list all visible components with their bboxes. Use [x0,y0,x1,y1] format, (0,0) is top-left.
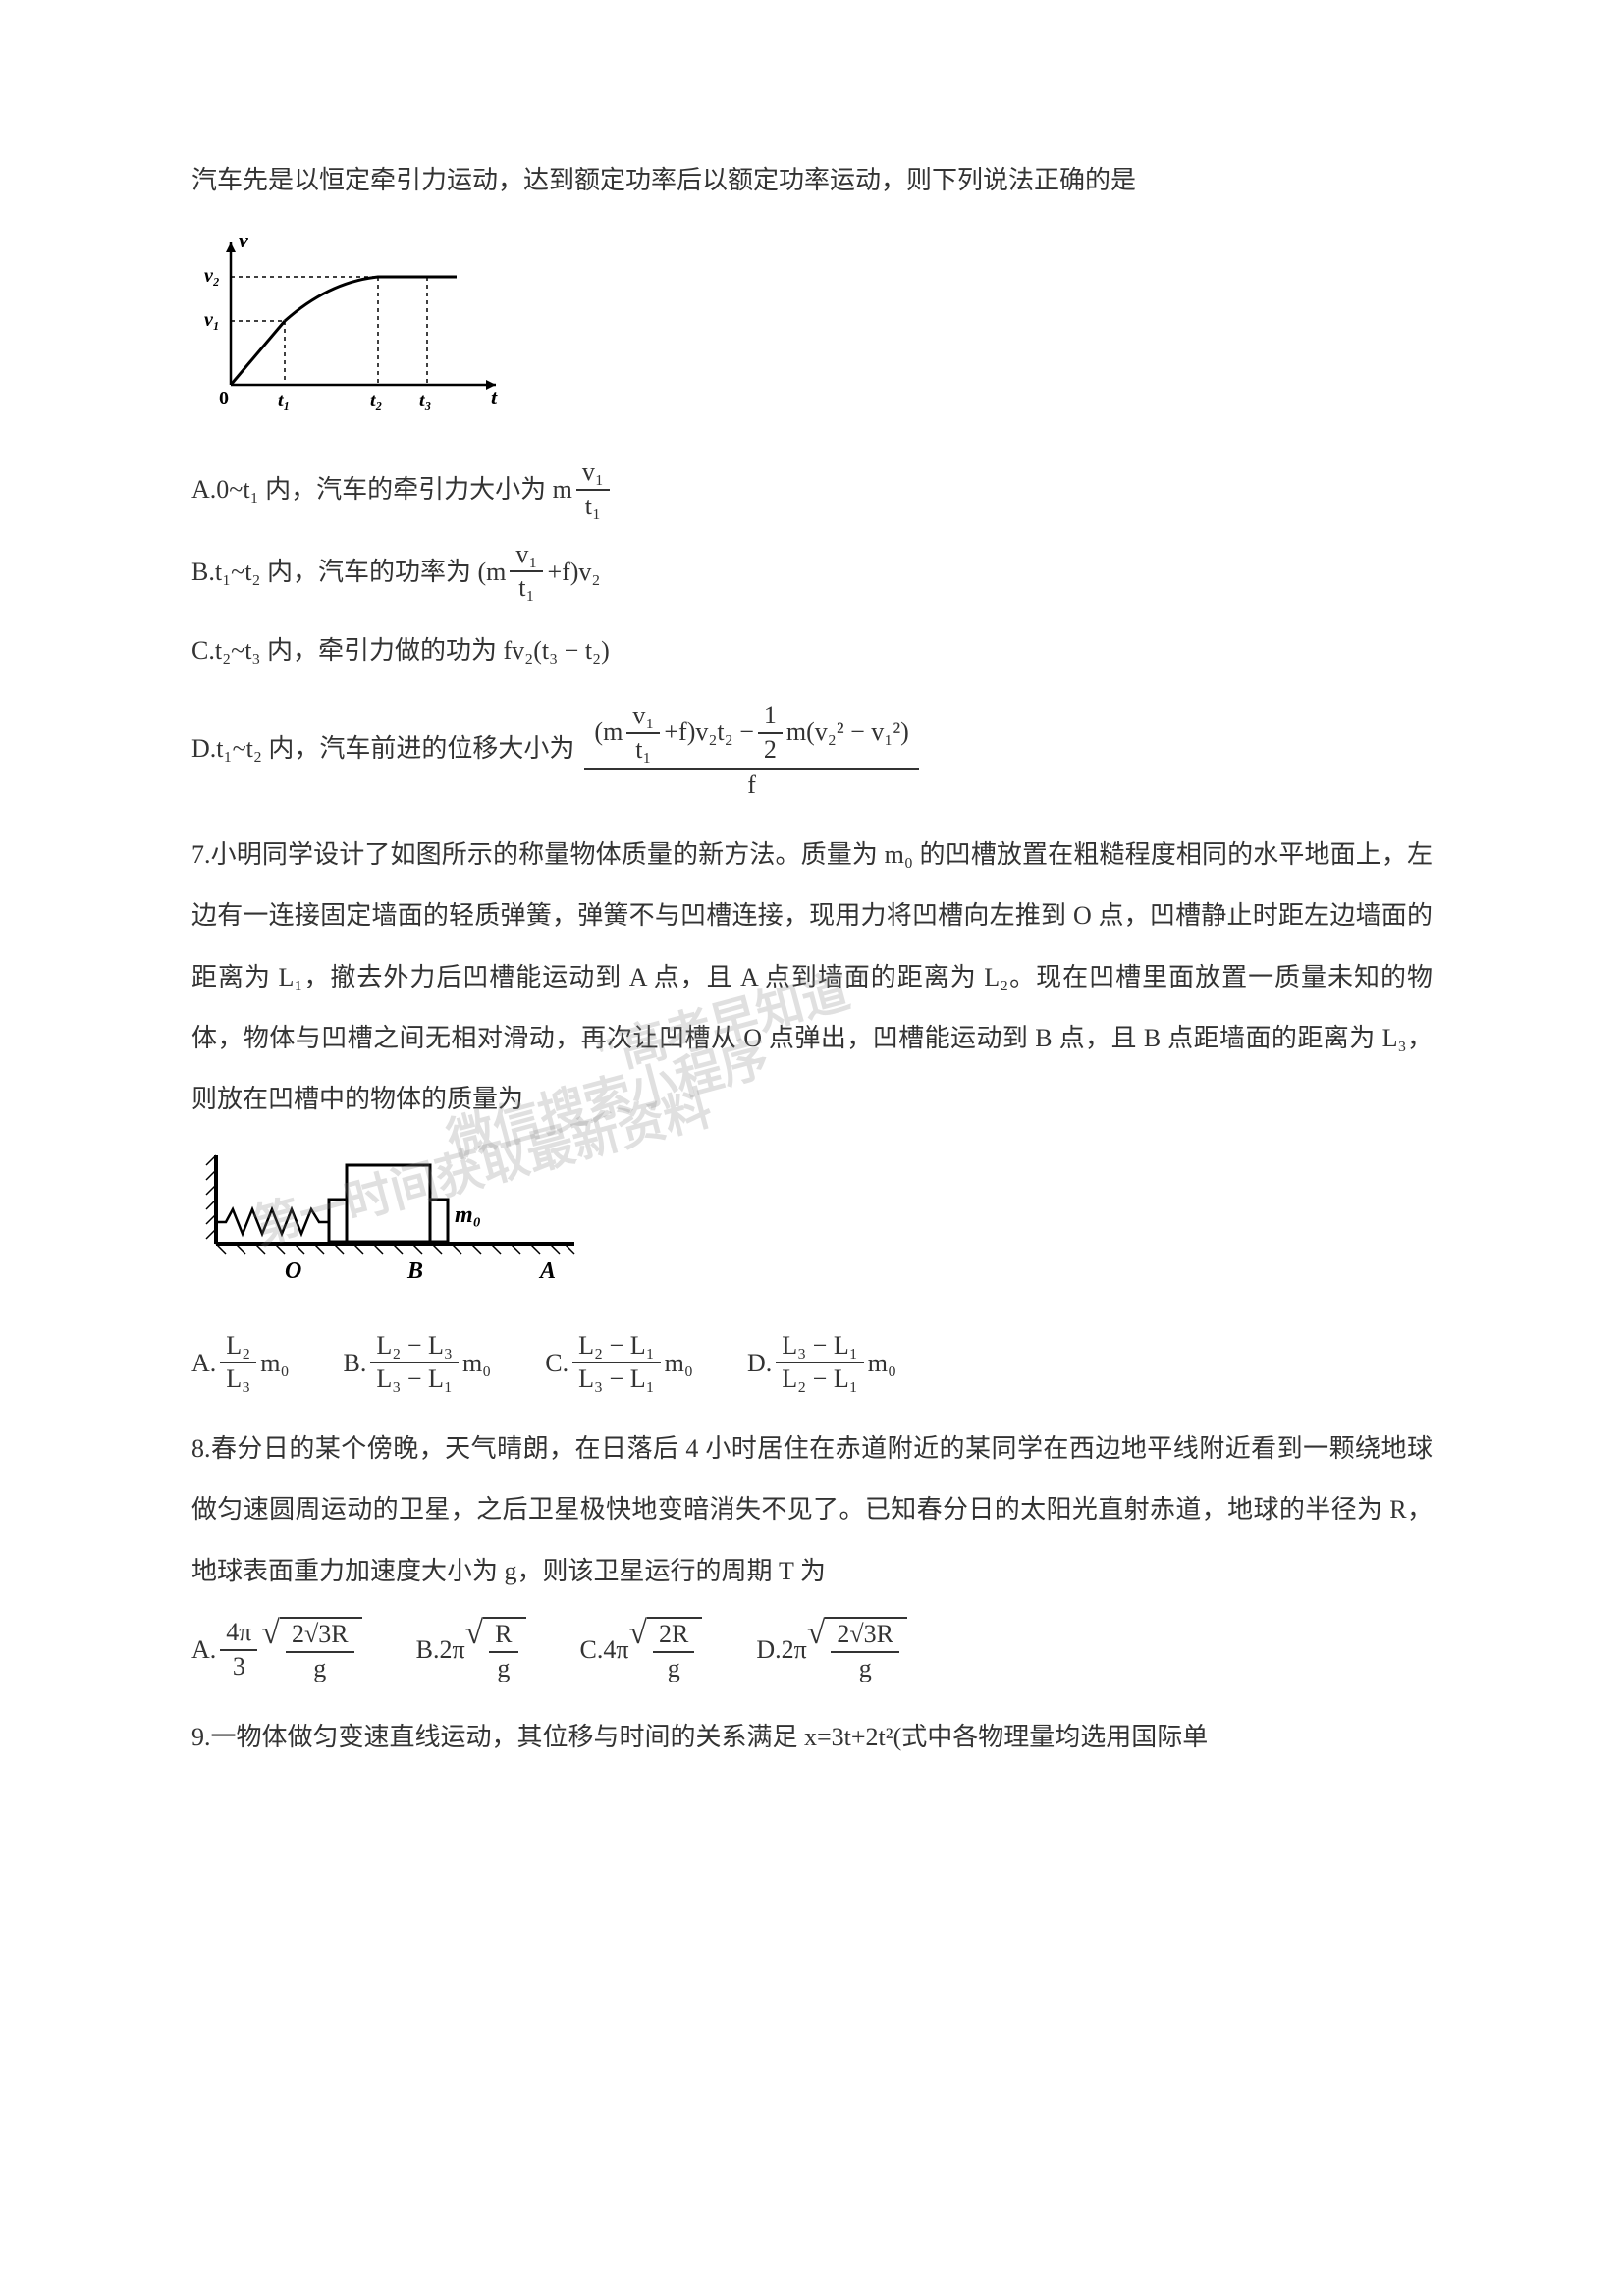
question-8-text: 8.春分日的某个傍晚，天气晴朗，在日落后 4 小时居住在赤道附近的某同学在西边地… [191,1418,1433,1602]
q8-options-row: A. 4π 3 √ 2√3R g B. 2π √ [191,1617,1433,1682]
option-text: B.t₁~t₂ 内，汽车的功率为 (m [191,544,506,600]
question-intro: 汽车先是以恒定牵引力运动，达到额定功率后以额定功率运动，则下列说法正确的是 [191,152,1433,208]
option-6C: C.t₂~t₃ 内，牵引力做的功为 fv₂(t₃ − t₂) [191,622,1433,678]
option-7A: A. L₂ L₃ m₀ [191,1332,290,1394]
option-text: D.t₁~t₂ 内，汽车前进的位移大小为 [191,721,574,776]
svg-text:O: O [285,1258,301,1284]
svg-text:t₂: t₂ [370,390,383,411]
svg-text:B: B [406,1258,423,1284]
option-7C: C. L₂ − L₁ L₃ − L₁ m₀ [545,1332,693,1394]
q7-options-row: A. L₂ L₃ m₀ B. L₂ − L₃ L₃ − L₁ m₀ C. L₂ … [191,1332,1433,1394]
svg-text:v₁: v₁ [204,309,220,331]
option-7B: B. L₂ − L₃ L₃ − L₁ m₀ [344,1332,492,1394]
svg-text:m₀: m₀ [455,1202,481,1228]
svg-text:t₁: t₁ [278,390,291,411]
option-text: A.0~t₁ 内，汽车的牵引力大小为 m [191,461,572,517]
question-9-text: 9.一物体做匀变速直线运动，其位移与时间的关系满足 x=3t+2t²(式中各物理… [191,1707,1433,1768]
option-8D: D. 2π √ 2√3R g [756,1617,907,1682]
page-content: 汽车先是以恒定牵引力运动，达到额定功率后以额定功率运动，则下列说法正确的是 v … [191,152,1433,1769]
option-8A: A. 4π 3 √ 2√3R g [191,1617,362,1682]
svg-text:t: t [491,385,498,409]
option-6D: D.t₁~t₂ 内，汽车前进的位移大小为 (m v₁ t₁ +f)v₂t₂ − … [191,698,1433,800]
option-8C: C. 4π √ 2R g [580,1617,703,1682]
option-6B: B.t₁~t₂ 内，汽车的功率为 (m v₁ t₁ +f)v₂ [191,541,1433,603]
svg-text:A: A [538,1258,556,1284]
svg-text:v₂: v₂ [204,265,220,287]
option-7D: D. L₃ − L₁ L₂ − L₁ m₀ [747,1332,896,1394]
option-suffix: +f)v₂ [547,544,600,600]
option-6A: A.0~t₁ 内，汽车的牵引力大小为 m v₁ t₁ [191,458,1433,520]
spring-diagram: m₀ O B A [201,1146,1433,1312]
fraction: v₁ t₁ [576,458,610,520]
option-text: C.t₂~t₃ 内，牵引力做的功为 fv₂(t₃ − t₂) [191,622,610,678]
svg-text:t₃: t₃ [419,390,432,411]
vt-graph: v t v₁ v₂ 0 t₁ t₂ t₃ [201,228,1433,434]
question-7-text: 7.小明同学设计了如图所示的称量物体质量的新方法。质量为 m₀ 的凹槽放置在粗糙… [191,825,1433,1131]
option-8B: B. 2π √ R g [416,1617,526,1682]
fraction: v₁ t₁ [510,541,543,603]
big-fraction: (m v₁ t₁ +f)v₂t₂ − 1 2 m(v₂² − v₁²) f [584,698,918,800]
svg-text:0: 0 [219,388,229,409]
svg-text:v: v [239,228,248,252]
